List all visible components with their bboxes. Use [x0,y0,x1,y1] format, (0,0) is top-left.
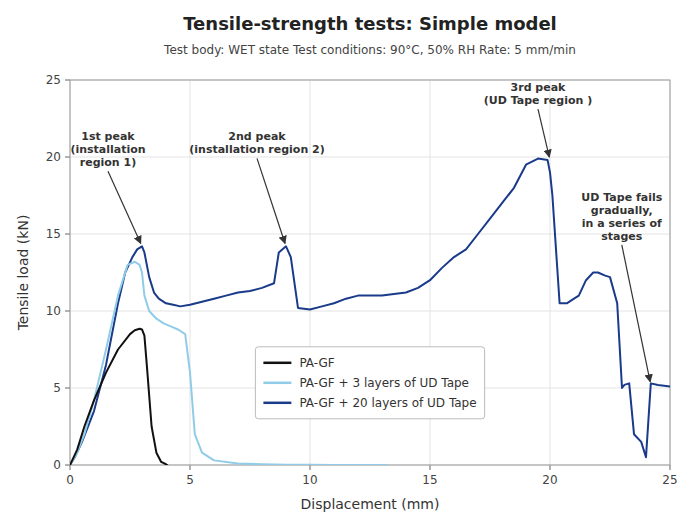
annotation-arrow [108,171,141,243]
annotation-text: 2nd peak(installation region 2) [189,130,325,156]
annotation-line: 2nd peak [228,130,286,143]
annotation-line: stages [601,230,643,243]
annotation-arrow [257,158,285,243]
tick-x [190,465,191,470]
axes: 0 5 10 15 20 25 0 5 10 15 20 25 [46,73,678,487]
plot-frame [70,80,670,465]
annotation-line: in a series of [582,217,662,230]
x-axis-label: Displacement (mm) [301,496,440,512]
legend: PA-GF PA-GF + 3 layers of UD Tape PA-GF + … [255,347,484,419]
title: Tensile-strength tests: Simple model [183,13,557,34]
grid-line-x [190,80,191,465]
tick-x [430,465,431,470]
tick-y [65,157,70,158]
lines [70,159,670,465]
annotation-text: 1st peak(installationregion 1) [70,130,145,169]
tick-label-y: 25 [46,73,61,87]
legend-swatch [263,382,291,385]
subtitle: Test body: WET state Test conditions: 90… [163,43,576,57]
tick-label-x: 5 [186,473,194,487]
annotations: 1st peak(installationregion 1)2nd peak(i… [70,81,662,382]
annotation-arrow [622,245,650,382]
chart: Tensile-strength tests: Simple model Test… [0,0,700,530]
annotation-line: (UD Tape region ) [484,94,592,107]
annotation-line: (installation [70,143,145,156]
annotation-line: region 1) [80,156,136,169]
tick-label-y: 20 [46,150,61,164]
tick-y [65,311,70,312]
grid [70,80,670,465]
annotation-line: 3rd peak [511,81,567,94]
legend-box [255,347,484,419]
tick-label-y: 15 [46,227,61,241]
tick-y [65,388,70,389]
legend-label: PA-GF + 20 layers of UD Tape [299,396,476,410]
legend-label: PA-GF + 3 layers of UD Tape [299,376,469,390]
grid-line-y [70,234,670,235]
annotation-text: 3rd peak(UD Tape region ) [484,81,592,107]
series-line [70,159,670,465]
tick-y [65,465,70,466]
tick-x [310,465,311,470]
legend-swatch [263,362,291,365]
annotation-arrow [538,109,549,157]
tick-label-x: 10 [302,473,317,487]
legend-swatch [263,402,291,405]
tick-label-y: 5 [53,381,61,395]
grid-line-y [70,311,670,312]
annotation-text: UD Tape failsgradually,in a series ofsta… [581,191,662,243]
tick-label-x: 15 [422,473,437,487]
annotation-line: (installation region 2) [189,143,325,156]
tick-x [70,465,71,470]
grid-line-x [550,80,551,465]
tick-y [65,80,70,81]
tick-label-x: 20 [542,473,557,487]
annotation-line: gradually, [591,204,653,217]
legend-label: PA-GF [299,356,334,370]
tick-label-x: 25 [662,473,677,487]
tick-x [670,465,671,470]
series-line [70,329,167,465]
annotation-line: UD Tape fails [581,191,662,204]
annotation-line: 1st peak [81,130,135,143]
tick-x [550,465,551,470]
tick-label-y: 0 [53,458,61,472]
y-axis-label: Tensile load (kN) [15,215,31,332]
tick-label-x: 0 [66,473,74,487]
tick-label-y: 10 [46,304,61,318]
tick-y [65,234,70,235]
grid-line-y [70,157,670,158]
